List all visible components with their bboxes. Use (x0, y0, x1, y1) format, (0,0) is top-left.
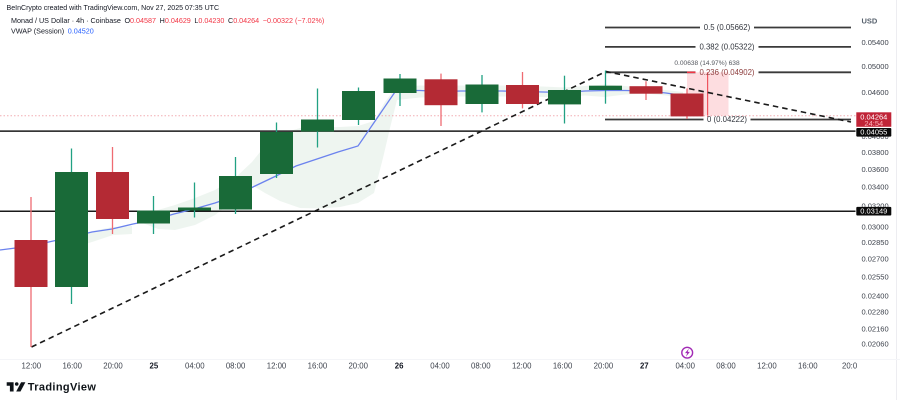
svg-text:0.04264: 0.04264 (860, 112, 887, 121)
svg-text:04:00: 04:00 (430, 361, 450, 370)
svg-text:0.02850: 0.02850 (862, 238, 889, 247)
svg-text:12:00: 12:00 (22, 361, 42, 370)
svg-text:0.03149: 0.03149 (860, 207, 887, 216)
svg-text:12:00: 12:00 (757, 361, 777, 370)
svg-text:0.03800: 0.03800 (862, 148, 889, 157)
svg-text:0.02550: 0.02550 (862, 272, 889, 281)
svg-text:16:00: 16:00 (553, 361, 573, 370)
svg-text:20:00: 20:00 (103, 361, 123, 370)
svg-text:04:00: 04:00 (185, 361, 205, 370)
svg-text:20:00: 20:00 (348, 361, 368, 370)
svg-text:0 (0.04222): 0 (0.04222) (707, 115, 747, 124)
svg-text:0.04055: 0.04055 (860, 128, 887, 137)
svg-text:TradingView: TradingView (28, 382, 97, 394)
svg-text:0.382 (0.05322): 0.382 (0.05322) (699, 43, 754, 52)
svg-text:20:0: 20:0 (842, 361, 858, 370)
svg-text:20:00: 20:00 (594, 361, 614, 370)
svg-text:04:00: 04:00 (675, 361, 695, 370)
svg-text:16:00: 16:00 (308, 361, 328, 370)
svg-text:08:00: 08:00 (226, 361, 246, 370)
svg-text:12:00: 12:00 (267, 361, 287, 370)
svg-text:12:00: 12:00 (512, 361, 532, 370)
svg-text:VWAP (Session) 0.04520: VWAP (Session) 0.04520 (11, 26, 94, 35)
svg-text:08:00: 08:00 (716, 361, 736, 370)
svg-text:USD: USD (862, 17, 878, 26)
svg-text:0.5 (0.05662): 0.5 (0.05662) (704, 23, 751, 32)
svg-text:0.02700: 0.02700 (862, 254, 889, 263)
svg-text:0.04600: 0.04600 (862, 88, 889, 97)
svg-text:BeInCrypto created with Tradin: BeInCrypto created with TradingView.com,… (7, 5, 220, 12)
svg-text:0.02060: 0.02060 (862, 339, 889, 348)
svg-text:0.05000: 0.05000 (862, 62, 889, 71)
svg-text:0.03200: 0.03200 (862, 201, 889, 210)
svg-text:0.02280: 0.02280 (862, 307, 889, 316)
svg-text:Monad / US Dollar · 4h · Coinb: Monad / US Dollar · 4h · Coinbase O0.045… (11, 16, 324, 25)
svg-text:0.00638 (14.97%) 638: 0.00638 (14.97%) 638 (674, 60, 740, 67)
svg-text:16:00: 16:00 (798, 361, 818, 370)
svg-text:0.02160: 0.02160 (862, 324, 889, 333)
svg-text:0.03000: 0.03000 (862, 222, 889, 231)
svg-text:0.236 (0.04902): 0.236 (0.04902) (699, 68, 754, 77)
svg-text:0.05400: 0.05400 (862, 38, 889, 47)
svg-text:26: 26 (395, 361, 404, 370)
svg-text:16:00: 16:00 (62, 361, 82, 370)
svg-text:0.03600: 0.03600 (862, 165, 889, 174)
svg-text:27: 27 (640, 361, 649, 370)
svg-text:08:00: 08:00 (471, 361, 491, 370)
svg-text:25: 25 (150, 361, 159, 370)
svg-text:24:54: 24:54 (864, 119, 883, 128)
svg-text:0.03400: 0.03400 (862, 182, 889, 191)
svg-text:0.02400: 0.02400 (862, 291, 889, 300)
